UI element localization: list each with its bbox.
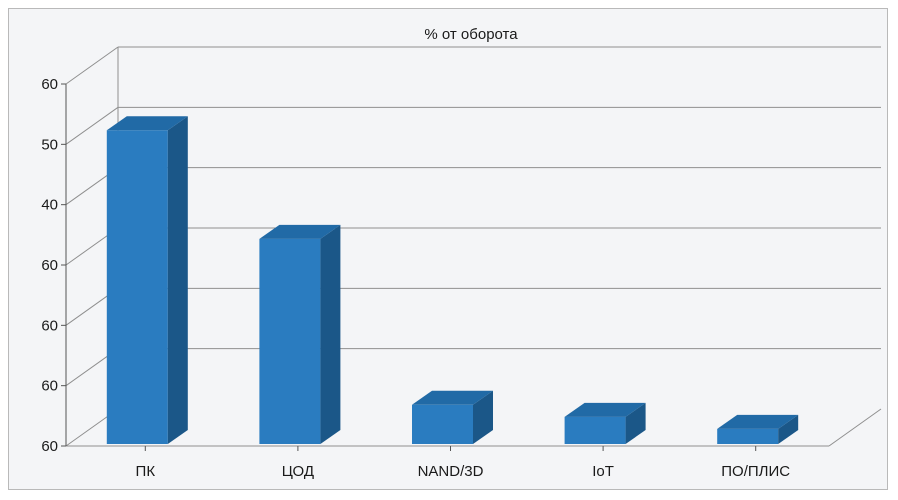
bar-side [473,390,493,444]
bars-layer [106,116,799,445]
x-category-label: NAND/3D [418,463,484,480]
bar [259,238,321,444]
y-tick-label: 60 [41,76,58,93]
gridline-diagonal [65,106,119,145]
x-category-label: ЦОД [282,463,314,480]
bar-top [564,402,646,417]
bar [106,130,168,444]
chart-svg: % от оборота 60 60 60 60 40 50 60 ПК ЦОД NAND/3D I… [41,26,882,480]
bar-top [717,414,799,429]
floor-right-edge [828,408,882,447]
y-tick-label: 50 [41,136,58,153]
x-category-label: IoT [592,463,614,480]
bar [412,404,473,444]
chart-title: % от оборота [424,26,518,43]
bar-side [778,414,799,444]
bar-top [412,390,493,405]
bar [564,416,626,444]
y-tick-label: 60 [41,438,58,455]
y-tick-label: 60 [41,257,58,274]
bar-top [106,116,188,131]
labels-layer: 60 60 60 60 40 50 60 ПК ЦОД NAND/3D IoT ПО/ПЛИС [41,76,790,480]
y-tick-label: 40 [41,197,58,214]
bar-side [320,224,341,444]
bar [717,428,779,444]
chart-frame: % от оборота 60 60 60 60 40 50 60 ПК ЦОД NAND/3D I… [8,8,888,490]
y-tick-label: 60 [41,378,58,395]
bar-side [167,116,188,445]
x-category-label: ПО/ПЛИС [721,463,790,480]
gridline-diagonal [65,46,119,85]
x-category-label: ПК [136,463,156,480]
grid-layer [65,46,881,447]
bar-side [625,402,646,444]
bar-top [259,224,341,239]
y-tick-label: 60 [41,317,58,334]
